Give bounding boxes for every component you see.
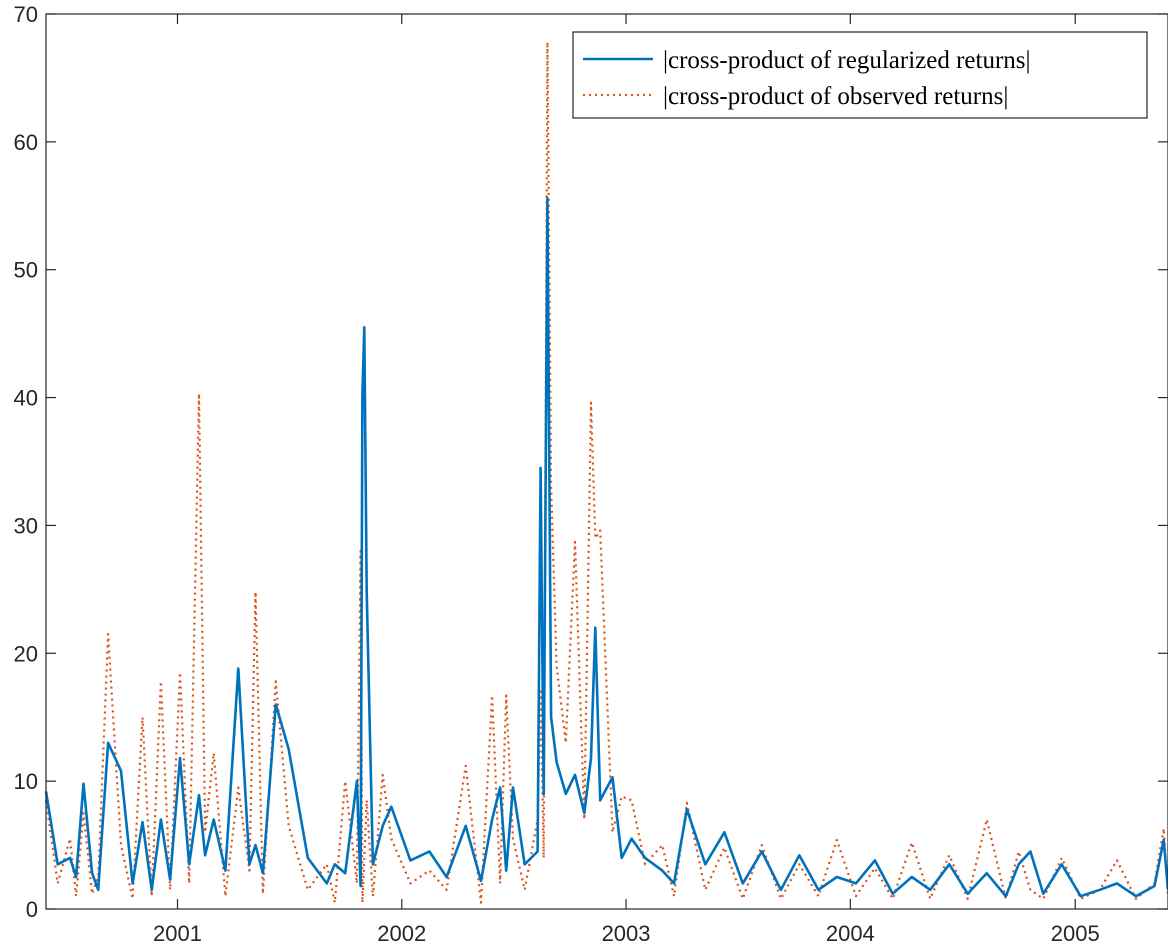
y-tick-label: 30 xyxy=(14,513,38,538)
x-tick-label: 2005 xyxy=(1051,921,1100,946)
legend-label: |cross-product of observed returns| xyxy=(663,83,1008,110)
series-layer xyxy=(44,40,1168,904)
y-tick-label: 60 xyxy=(14,130,38,155)
x-tick-label: 2002 xyxy=(377,921,426,946)
y-tick-label: 50 xyxy=(14,258,38,283)
y-tick-label: 20 xyxy=(14,641,38,666)
y-tick-label: 70 xyxy=(14,2,38,27)
legend-items: |cross-product of regularized returns| |c… xyxy=(583,47,1031,110)
ticks-layer: 0 10 20 30 40 50 60 70 2001 2002 2003 2004 2005 xyxy=(14,2,1168,946)
plot-frame xyxy=(45,13,1168,910)
x-tick-label: 2003 xyxy=(602,921,651,946)
x-tick-label: 2001 xyxy=(153,921,202,946)
series-line-regularized xyxy=(44,196,1168,898)
legend: |cross-product of regularized returns| |c… xyxy=(572,31,1148,119)
x-tick-label: 2004 xyxy=(826,921,875,946)
legend-label: |cross-product of regularized returns| xyxy=(663,47,1031,74)
y-tick-label: 40 xyxy=(14,386,38,411)
series-line-observed xyxy=(44,40,1168,904)
legend-box xyxy=(572,31,1148,119)
y-tick-label: 0 xyxy=(26,897,38,922)
y-tick-label: 10 xyxy=(14,769,38,794)
